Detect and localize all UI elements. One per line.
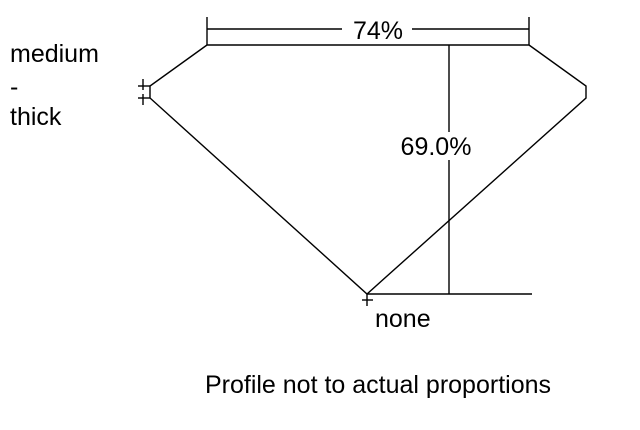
girdle-label-line2: -	[10, 73, 18, 101]
culet-label: none	[375, 305, 431, 333]
caption: Profile not to actual proportions	[205, 371, 551, 399]
girdle-label-line3: thick	[10, 103, 62, 131]
girdle-label-line1: medium	[10, 40, 99, 68]
depth-percentage-label: 69.0%	[401, 133, 472, 161]
table-percentage-label: 74%	[353, 17, 403, 45]
gem-outline	[149, 44, 587, 295]
